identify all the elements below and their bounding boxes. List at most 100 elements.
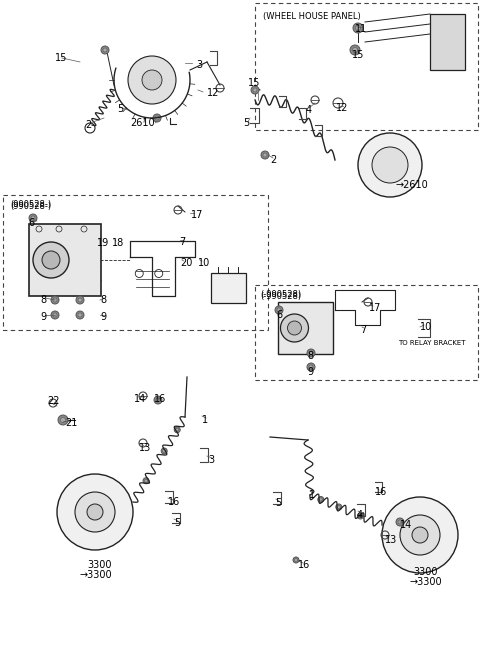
Text: 22: 22 [47,396,60,406]
Text: →3300: →3300 [79,570,112,580]
Circle shape [352,48,358,52]
Text: 5: 5 [174,518,180,528]
Text: 6: 6 [28,218,34,228]
Text: 4: 4 [306,105,312,115]
Circle shape [251,86,259,94]
Text: →3300: →3300 [409,577,442,587]
Text: 7: 7 [179,237,185,247]
Circle shape [60,417,65,422]
Circle shape [161,448,167,454]
Circle shape [336,504,342,510]
Circle shape [51,311,59,319]
Circle shape [76,311,84,319]
Circle shape [78,298,82,302]
Circle shape [154,396,162,404]
Bar [211,273,245,303]
Text: 2: 2 [85,120,91,130]
Text: 5: 5 [275,498,281,508]
Bar [255,3,478,130]
Text: 13: 13 [139,443,151,453]
Circle shape [53,298,57,302]
Text: 1: 1 [202,415,208,425]
Circle shape [358,513,363,519]
Text: 3300: 3300 [413,567,437,577]
Bar [430,14,465,70]
Circle shape [353,23,363,33]
Circle shape [309,351,313,355]
Circle shape [400,515,440,555]
Circle shape [253,88,257,92]
Circle shape [396,518,404,526]
Bar [255,285,478,380]
Circle shape [78,313,82,317]
Circle shape [33,242,69,278]
Text: 1: 1 [309,490,315,500]
Text: (WHEEL HOUSE PANEL): (WHEEL HOUSE PANEL) [263,12,361,21]
Text: 3300: 3300 [87,560,111,570]
Circle shape [295,559,298,561]
Circle shape [261,151,269,159]
Text: 15: 15 [352,50,364,60]
Circle shape [51,296,59,304]
Circle shape [57,474,133,550]
Circle shape [358,133,422,197]
Circle shape [263,153,267,157]
Text: (990528-): (990528-) [10,200,51,209]
Circle shape [163,449,166,453]
Text: 17: 17 [369,303,382,313]
Circle shape [307,363,315,371]
Circle shape [309,365,313,369]
Circle shape [277,308,281,312]
Text: 10: 10 [198,258,210,268]
Text: 10: 10 [420,322,432,332]
Text: (-990528): (-990528) [260,290,301,299]
Circle shape [31,216,35,220]
Text: 9: 9 [100,312,106,322]
Bar [29,224,101,296]
Text: 8: 8 [40,295,46,305]
Text: 2: 2 [270,155,276,165]
Text: 6: 6 [276,310,282,320]
Text: →2610: →2610 [396,180,429,190]
Circle shape [53,313,57,317]
Circle shape [76,296,84,304]
Text: (990528-): (990528-) [10,202,51,211]
Text: 2610: 2610 [130,118,155,128]
Text: 15: 15 [248,78,260,88]
Text: 17: 17 [191,210,204,220]
Circle shape [359,514,362,517]
Text: 9: 9 [40,312,46,322]
Circle shape [356,26,360,31]
Text: 16: 16 [154,394,166,404]
Text: 4: 4 [357,510,363,520]
Text: 19: 19 [97,238,109,248]
Text: 8: 8 [100,295,106,305]
Circle shape [275,306,283,314]
Text: 21: 21 [65,418,77,428]
Text: 7: 7 [360,325,366,335]
Circle shape [372,147,408,183]
Circle shape [382,497,458,573]
Text: 18: 18 [112,238,124,248]
Text: 14: 14 [134,394,146,404]
Text: 5: 5 [243,118,249,128]
Circle shape [42,251,60,269]
Text: 15: 15 [55,53,67,63]
Circle shape [58,415,68,425]
Circle shape [103,48,107,52]
Circle shape [128,56,176,104]
Text: 20: 20 [180,258,192,268]
Circle shape [155,116,159,120]
Text: 12: 12 [207,88,219,98]
Circle shape [142,70,162,90]
Text: 3: 3 [196,60,202,70]
Circle shape [87,504,103,520]
Circle shape [143,477,149,484]
Text: (-990528): (-990528) [260,292,301,301]
Circle shape [288,321,301,335]
Text: 8: 8 [307,351,313,361]
Text: 13: 13 [385,535,397,545]
Circle shape [293,557,299,563]
Text: 16: 16 [298,560,310,570]
Text: 14: 14 [400,520,412,530]
